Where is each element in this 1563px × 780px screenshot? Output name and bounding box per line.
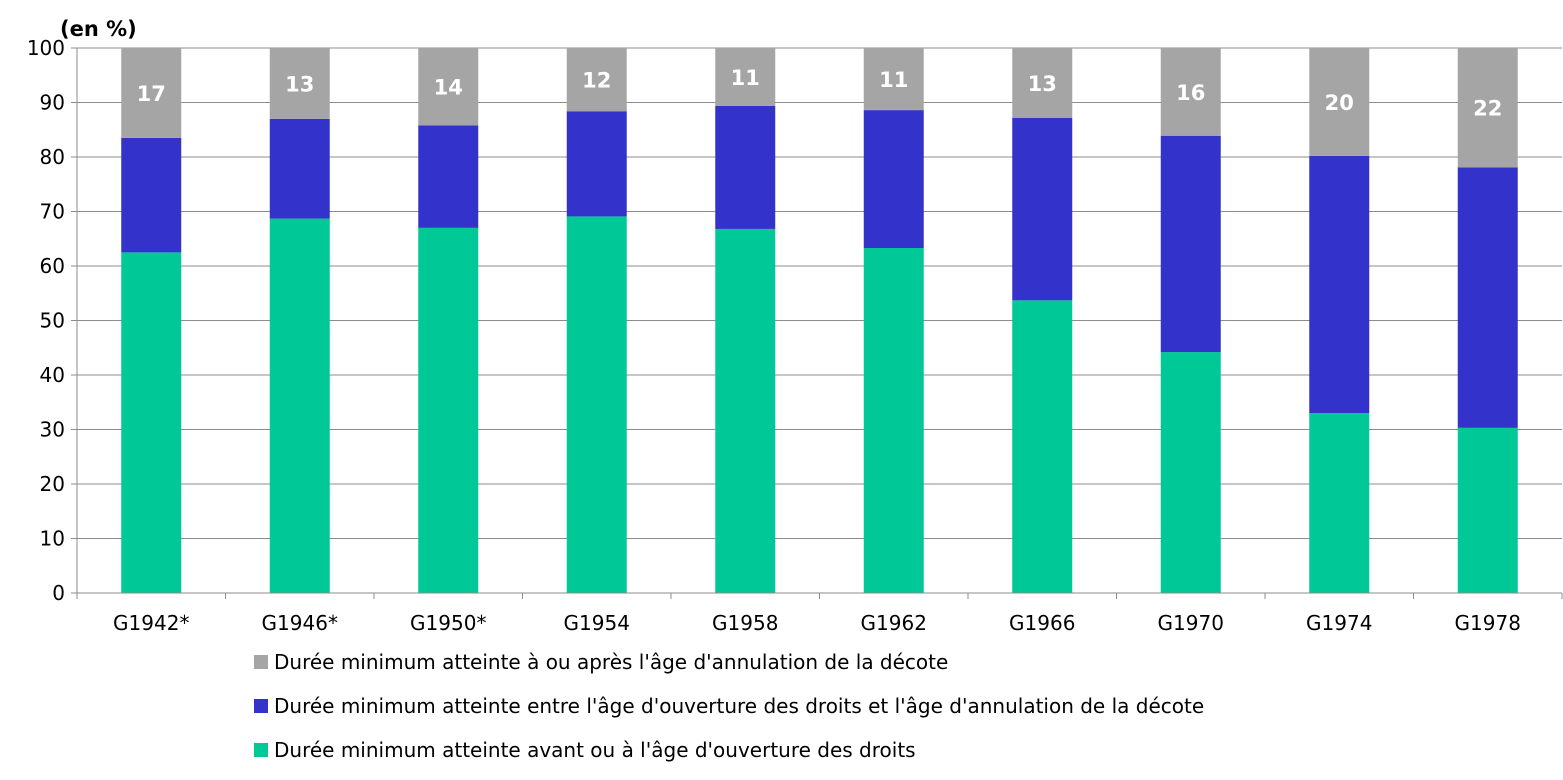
bar-segment — [121, 252, 182, 593]
bar-segment — [715, 105, 776, 229]
y-tick-label: 100 — [27, 36, 65, 60]
data-label: 13 — [285, 72, 314, 96]
bar-segment — [1309, 413, 1370, 593]
data-label: 11 — [731, 66, 760, 90]
data-labels: 17 13 14 12 11 11 13 16 20 22 — [137, 66, 1503, 121]
legend-label: Durée minimum atteinte à ou après l'âge … — [274, 650, 948, 674]
legend-label: Durée minimum atteinte entre l'âge d'ouv… — [274, 694, 1204, 718]
bar-segment — [1457, 48, 1518, 168]
legend-swatch — [254, 699, 268, 713]
data-label: 20 — [1325, 91, 1354, 115]
data-label: 12 — [582, 69, 611, 93]
data-label: 13 — [1028, 72, 1057, 96]
y-tick-label: 30 — [40, 418, 65, 442]
bar-segment — [121, 137, 182, 253]
data-label: 14 — [434, 76, 463, 100]
x-tick-label: G1958 — [712, 611, 778, 635]
bar-segment — [418, 125, 479, 228]
x-tick-label: G1954 — [564, 611, 630, 635]
bar-segment — [863, 48, 924, 111]
bar-segment — [566, 111, 627, 217]
legend-swatch — [254, 655, 268, 669]
bar-segment — [1309, 48, 1370, 156]
bar-segment — [1309, 155, 1370, 414]
bar-segment — [269, 218, 330, 593]
x-tick-label: G1978 — [1455, 611, 1521, 635]
bar-segment — [715, 228, 776, 593]
x-tick-label: G1970 — [1158, 611, 1224, 635]
data-label: 16 — [1176, 81, 1205, 105]
bar-segment — [715, 48, 776, 106]
axes: 0 10 20 30 40 50 60 70 80 90 100 G1942* G1946* G1950*… — [27, 36, 1563, 635]
bar-segment — [121, 48, 182, 138]
legend-label: Durée minimum atteinte avant ou à l'âge … — [274, 738, 916, 762]
bar-segment — [566, 48, 627, 112]
legend: Durée minimum atteinte à ou après l'âge … — [254, 650, 1204, 762]
data-label: 22 — [1473, 97, 1502, 121]
bar-segment — [1160, 135, 1221, 353]
x-tick-label: G1974 — [1306, 611, 1372, 635]
y-tick-label: 40 — [40, 363, 65, 387]
bar-segment — [1012, 48, 1073, 118]
data-label: 17 — [137, 82, 166, 106]
y-tick-label: 90 — [40, 91, 65, 115]
y-tick-label: 0 — [52, 581, 65, 605]
y-tick-label: 20 — [40, 472, 65, 496]
bar-segment — [863, 110, 924, 249]
x-tick-label: G1942* — [113, 611, 189, 635]
data-label: 11 — [879, 68, 908, 92]
bar-segment — [269, 118, 330, 219]
y-tick-label: 10 — [40, 527, 65, 551]
legend-swatch — [254, 743, 268, 757]
bar-segment — [418, 48, 479, 126]
bar-segment — [1457, 167, 1518, 428]
x-tick-label: G1966 — [1009, 611, 1075, 635]
bar-segment — [418, 227, 479, 593]
bar-segment — [863, 248, 924, 593]
bar-segment — [566, 216, 627, 593]
bar-segment — [1160, 48, 1221, 136]
x-tick-label: G1946* — [262, 611, 338, 635]
bar-segment — [269, 48, 330, 119]
unit-label: (en %) — [60, 17, 137, 41]
y-tick-label: 60 — [40, 254, 65, 278]
x-tick-label: G1962 — [861, 611, 927, 635]
bar-segment — [1012, 117, 1073, 301]
y-tick-label: 80 — [40, 145, 65, 169]
bar-segment — [1012, 300, 1073, 593]
bars — [121, 48, 1518, 593]
y-tick-label: 50 — [40, 309, 65, 333]
x-tick-label: G1950* — [410, 611, 486, 635]
bar-segment — [1160, 352, 1221, 593]
bar-segment — [1457, 427, 1518, 593]
y-tick-label: 70 — [40, 200, 65, 224]
